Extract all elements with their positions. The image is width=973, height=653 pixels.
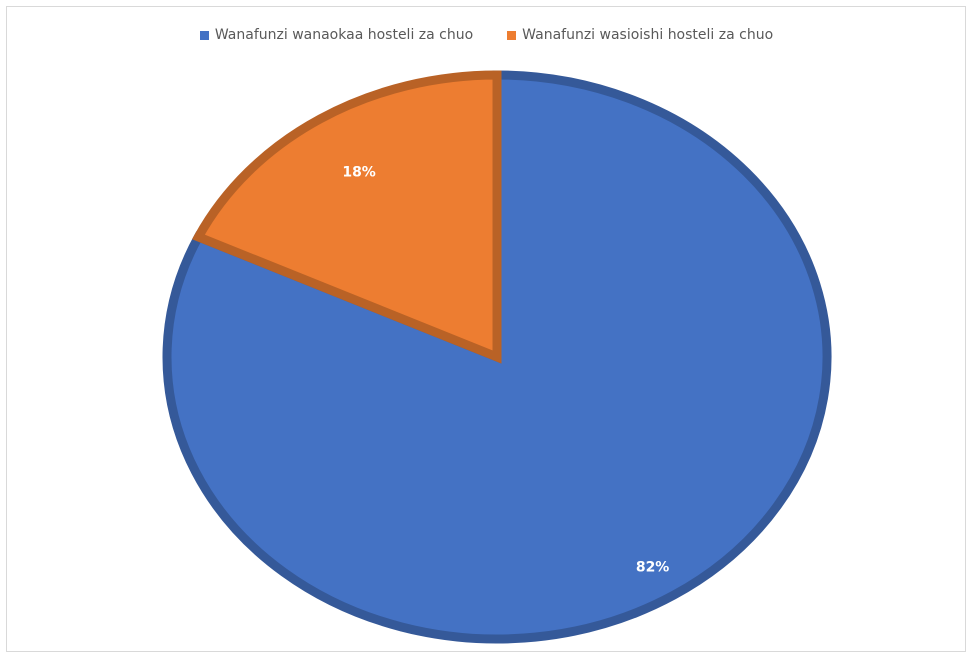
legend-swatch-non-hostel bbox=[507, 30, 517, 40]
legend-item-non-hostel: Wanafunzi wasioishi hosteli za chuo bbox=[507, 27, 773, 43]
legend: Wanafunzi wanaokaa hosteli za chuo Wanaf… bbox=[0, 27, 973, 43]
pie-slices bbox=[162, 70, 832, 644]
data-label-non-hostel: 18% bbox=[342, 164, 376, 180]
legend-item-hostel: Wanafunzi wanaokaa hosteli za chuo bbox=[199, 27, 474, 43]
legend-label-non-hostel: Wanafunzi wasioishi hosteli za chuo bbox=[522, 27, 774, 43]
pie-slice-non-hostel bbox=[192, 70, 502, 364]
data-label-hostel: 82% bbox=[636, 560, 670, 576]
legend-swatch-hostel bbox=[199, 30, 209, 40]
pie-data-labels: 82% 18% bbox=[342, 164, 669, 575]
legend-label-hostel: Wanafunzi wanaokaa hosteli za chuo bbox=[214, 27, 474, 43]
